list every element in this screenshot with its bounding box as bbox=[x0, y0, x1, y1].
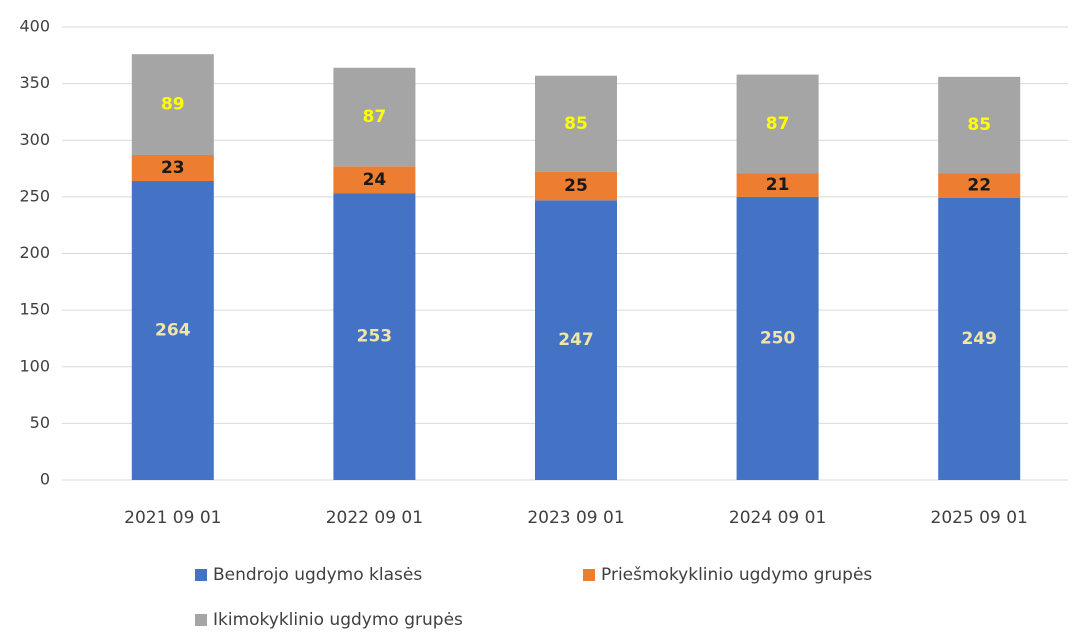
bar-segment bbox=[938, 198, 1021, 480]
bar-segment bbox=[938, 173, 1021, 199]
bar-segment bbox=[535, 171, 617, 201]
data-label: 22 bbox=[967, 176, 991, 196]
y-tick-label: 200 bbox=[19, 243, 50, 262]
y-tick-label: 50 bbox=[30, 413, 50, 432]
y-tick-label: 100 bbox=[19, 356, 50, 375]
data-label: 25 bbox=[564, 176, 588, 196]
bar-segment bbox=[535, 75, 617, 172]
legend-swatch bbox=[195, 569, 207, 581]
bar-segment bbox=[333, 193, 416, 481]
y-tick-label: 250 bbox=[19, 186, 50, 205]
data-label: 85 bbox=[967, 115, 991, 135]
legend-label: Ikimokyklinio ugdymo grupės bbox=[213, 610, 463, 630]
data-label: 24 bbox=[363, 170, 387, 190]
data-label: 247 bbox=[558, 330, 594, 350]
bar-segment bbox=[938, 76, 1021, 174]
x-tick-label: 2023 09 01 bbox=[527, 508, 624, 528]
x-tick-label: 2024 09 01 bbox=[729, 508, 826, 528]
bar-segment bbox=[736, 173, 819, 197]
data-label: 21 bbox=[766, 175, 790, 195]
y-tick-label: 150 bbox=[19, 300, 50, 319]
bar-segment bbox=[535, 200, 617, 480]
data-label: 250 bbox=[760, 328, 796, 348]
bar-segment bbox=[736, 74, 819, 174]
bar-segment bbox=[131, 181, 214, 480]
data-label: 264 bbox=[155, 321, 191, 341]
x-tick-label: 2022 09 01 bbox=[326, 508, 423, 528]
bar-segment bbox=[333, 166, 416, 194]
data-label: 85 bbox=[564, 114, 588, 134]
legend-label: Bendrojo ugdymo klasės bbox=[213, 565, 422, 585]
y-tick-label: 350 bbox=[19, 73, 50, 92]
legend-swatch bbox=[583, 569, 595, 581]
data-label: 23 bbox=[161, 158, 185, 178]
x-tick-label: 2021 09 01 bbox=[124, 508, 221, 528]
y-tick-label: 400 bbox=[19, 17, 50, 36]
bar-segment bbox=[131, 154, 214, 182]
x-tick-label: 2025 09 01 bbox=[931, 508, 1028, 528]
data-label: 253 bbox=[357, 327, 393, 347]
legend-swatch bbox=[195, 614, 207, 626]
data-label: 249 bbox=[961, 329, 997, 349]
data-label: 87 bbox=[363, 107, 387, 127]
y-tick-label: 0 bbox=[40, 470, 50, 489]
y-tick-label: 300 bbox=[19, 130, 50, 149]
bar-segment bbox=[333, 67, 416, 167]
data-label: 87 bbox=[766, 114, 790, 134]
bar-segment bbox=[736, 196, 819, 480]
data-label: 89 bbox=[161, 95, 185, 115]
bar-segment bbox=[131, 54, 214, 155]
legend-label: Priešmokyklinio ugdymo grupės bbox=[601, 565, 872, 585]
